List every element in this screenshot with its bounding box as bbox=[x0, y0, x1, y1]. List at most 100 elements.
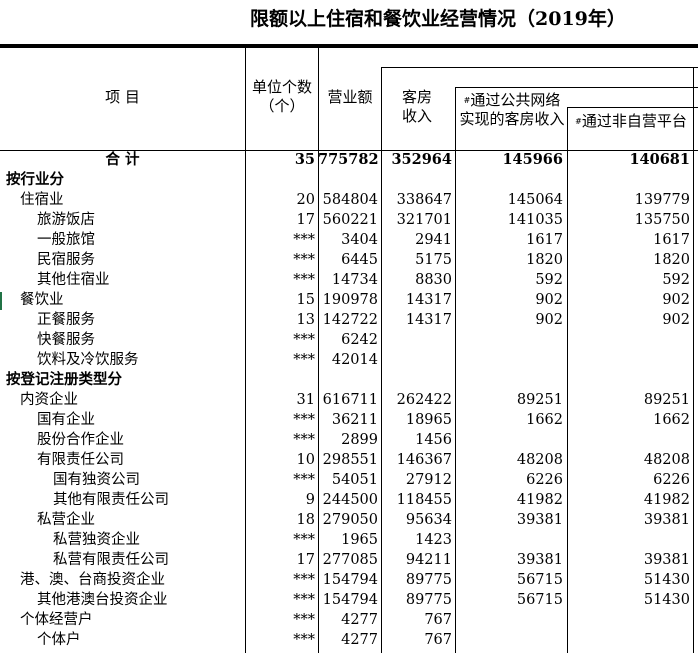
cell-room: 1423 bbox=[415, 532, 452, 548]
cell-online: 141035 bbox=[507, 212, 563, 228]
cell-revenue: 279050 bbox=[322, 512, 378, 528]
table-row: 住宿业 20 584804 338647 145064 139779 bbox=[0, 190, 698, 210]
row-label: 有限责任公司 bbox=[37, 452, 124, 468]
cell-online: 89251 bbox=[516, 392, 563, 408]
cell-nonself: 39381 bbox=[643, 512, 690, 528]
table-row: 港、澳、台商投资企业 *** 154794 89775 56715 51430 bbox=[0, 570, 698, 590]
grid-line bbox=[0, 150, 698, 151]
cell-room: 18965 bbox=[405, 412, 452, 428]
cell-online: 1820 bbox=[526, 252, 563, 268]
table-row: 有限责任公司 10 298551 146367 48208 48208 bbox=[0, 450, 698, 470]
cell-revenue: 2899 bbox=[341, 432, 378, 448]
cell-units: 35 bbox=[294, 151, 315, 168]
cell-online: 39381 bbox=[516, 552, 563, 568]
row-label: 国有企业 bbox=[37, 412, 95, 428]
header-online-room-revenue: #通过公共网络实现的客房收入 bbox=[459, 91, 565, 128]
table-row: 按登记注册类型分 bbox=[0, 370, 698, 390]
cell-online: 902 bbox=[535, 292, 563, 308]
table-row: 个体经营户 *** 4277 767 bbox=[0, 610, 698, 630]
cell-units: *** bbox=[293, 252, 315, 268]
row-label: 私营有限责任公司 bbox=[53, 552, 169, 568]
row-label: 正餐服务 bbox=[37, 312, 95, 328]
row-label: 港、澳、台商投资企业 bbox=[20, 572, 165, 588]
grid-line bbox=[381, 67, 382, 653]
cell-room: 14317 bbox=[405, 312, 452, 328]
cell-room: 94211 bbox=[405, 552, 452, 568]
cell-nonself: 89251 bbox=[643, 392, 690, 408]
cell-units: 31 bbox=[296, 392, 315, 408]
cell-online: 145064 bbox=[507, 192, 563, 208]
cell-online: 41982 bbox=[516, 492, 563, 508]
cell-room: 8830 bbox=[415, 272, 452, 288]
cell-nonself: 6226 bbox=[653, 472, 690, 488]
cell-units: *** bbox=[293, 472, 315, 488]
cell-revenue: 298551 bbox=[322, 452, 378, 468]
cell-room: 767 bbox=[424, 632, 452, 648]
cell-revenue: 142722 bbox=[322, 312, 378, 328]
cell-revenue: 154794 bbox=[322, 592, 378, 608]
cell-revenue: 244500 bbox=[322, 492, 378, 508]
cell-room: 767 bbox=[424, 612, 452, 628]
table-row: 私营独资企业 *** 1965 1423 bbox=[0, 530, 698, 550]
table-row: 内资企业 31 616711 262422 89251 89251 bbox=[0, 390, 698, 410]
table-row: 饮料及冷饮服务 *** 42014 bbox=[0, 350, 698, 370]
cell-units: 10 bbox=[296, 452, 315, 468]
cell-revenue: 560221 bbox=[322, 212, 378, 228]
table-row: 私营有限责任公司 17 277085 94211 39381 39381 bbox=[0, 550, 698, 570]
row-label: 国有独资公司 bbox=[53, 472, 140, 488]
table-row: 正餐服务 13 142722 14317 902 902 bbox=[0, 310, 698, 330]
cell-online: 56715 bbox=[516, 572, 563, 588]
cell-units: *** bbox=[293, 632, 315, 648]
cell-room: 118455 bbox=[396, 492, 452, 508]
table-row: 其他住宿业 *** 14734 8830 592 592 bbox=[0, 270, 698, 290]
cell-nonself: 592 bbox=[662, 272, 690, 288]
cell-nonself: 39381 bbox=[643, 552, 690, 568]
title-rule bbox=[0, 44, 698, 48]
row-label: 饮料及冷饮服务 bbox=[37, 352, 139, 368]
row-label: 私营独资企业 bbox=[53, 532, 140, 548]
row-label: 私营企业 bbox=[37, 512, 95, 528]
cell-units: *** bbox=[293, 352, 315, 368]
header-item: 项 目 bbox=[105, 88, 140, 106]
cell-room: 146367 bbox=[396, 452, 452, 468]
cell-units: *** bbox=[293, 532, 315, 548]
grid-line bbox=[318, 47, 319, 653]
cell-revenue: 42014 bbox=[331, 352, 378, 368]
cell-revenue: 6242 bbox=[341, 332, 378, 348]
cell-revenue: 54051 bbox=[331, 472, 378, 488]
row-label: 内资企业 bbox=[20, 392, 78, 408]
cell-nonself: 51430 bbox=[643, 592, 690, 608]
cell-nonself: 139779 bbox=[634, 192, 690, 208]
cell-room: 352964 bbox=[391, 151, 452, 168]
cell-online: 1662 bbox=[526, 412, 563, 428]
grid-line bbox=[455, 87, 698, 88]
header-units: 单位个数（个） bbox=[251, 78, 312, 115]
table-row: 餐饮业 15 190978 14317 902 902 bbox=[0, 290, 698, 310]
cell-units: 13 bbox=[296, 312, 315, 328]
cell-units: 20 bbox=[296, 192, 315, 208]
cell-online: 39381 bbox=[516, 512, 563, 528]
active-row-marker bbox=[0, 292, 2, 310]
table-row: 快餐服务 *** 6242 bbox=[0, 330, 698, 350]
header-non-self-platform: #通过非自营平台 bbox=[575, 112, 687, 130]
row-label: 民宿服务 bbox=[37, 252, 95, 268]
cell-units: *** bbox=[293, 412, 315, 428]
row-label: 合 计 bbox=[105, 151, 140, 168]
cell-room: 95634 bbox=[405, 512, 452, 528]
cell-room: 1456 bbox=[415, 432, 452, 448]
grid-line bbox=[455, 87, 456, 653]
cell-revenue: 36211 bbox=[331, 412, 378, 428]
cell-revenue: 584804 bbox=[322, 192, 378, 208]
cell-revenue: 775782 bbox=[318, 151, 379, 168]
cell-units: *** bbox=[293, 272, 315, 288]
row-label: 一般旅馆 bbox=[37, 232, 95, 248]
cell-room: 262422 bbox=[396, 392, 452, 408]
table-title: 限额以上住宿和餐饮业经营情况（2019年） bbox=[250, 8, 626, 30]
cell-nonself: 1820 bbox=[653, 252, 690, 268]
cell-revenue: 616711 bbox=[322, 392, 378, 408]
row-label: 快餐服务 bbox=[37, 332, 95, 348]
row-label: 股份合作企业 bbox=[37, 432, 124, 448]
cell-online: 592 bbox=[535, 272, 563, 288]
table-row: 其他有限责任公司 9 244500 118455 41982 41982 bbox=[0, 490, 698, 510]
